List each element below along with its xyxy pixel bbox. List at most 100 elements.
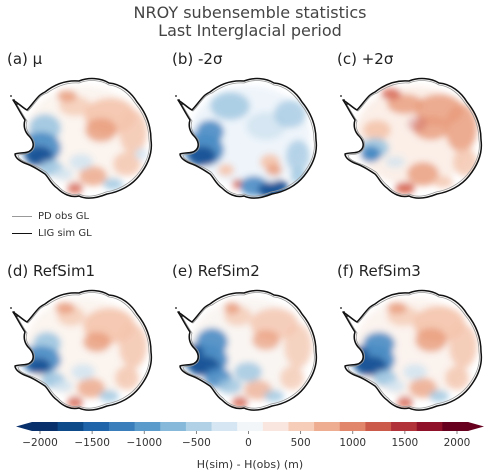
panel-label: (a) μ — [7, 50, 43, 68]
anomaly-patch — [381, 88, 401, 100]
anomaly-patch — [453, 148, 477, 176]
anomaly-patch — [280, 366, 304, 390]
anomaly-patch — [218, 164, 234, 176]
anomaly-patch — [67, 182, 83, 194]
anomaly-patch — [266, 164, 282, 176]
anomaly-patch — [71, 364, 95, 380]
island — [343, 311, 345, 313]
pd-grounding-line — [14, 80, 150, 197]
panel-label: (f) RefSim3 — [337, 262, 421, 280]
colorbar: −2000 −1500 −1000 −500 0 500 1000 1500 2000 — [16, 422, 484, 449]
legend-label: PD obs GL — [38, 211, 90, 222]
panel-d: (d) RefSim1 — [5, 262, 165, 417]
island — [175, 307, 177, 309]
panel-label: (d) RefSim1 — [7, 262, 96, 280]
anomaly-patch — [363, 120, 391, 140]
lig-grounding-line — [12, 289, 153, 411]
colorbar-tick-label: 1000 — [339, 437, 366, 449]
map-field — [19, 86, 147, 194]
colorbar-bin — [108, 422, 135, 431]
antarctica-map — [10, 77, 153, 199]
anomaly-patch — [135, 148, 147, 160]
panel-label: (b) -2σ — [172, 50, 223, 68]
anomaly-patch — [385, 380, 405, 392]
anomaly-patch — [119, 110, 147, 154]
anomaly-patch — [445, 366, 469, 390]
lig-grounding-line — [342, 77, 483, 199]
panel-e: (e) RefSim2 — [170, 262, 330, 417]
anomaly-patch — [429, 390, 449, 402]
anomaly-patch — [218, 378, 242, 394]
antarctica-map — [10, 289, 153, 411]
anomaly-patch — [119, 324, 147, 368]
anomaly-patch — [77, 378, 105, 398]
panel-c: (c) +2σ — [335, 50, 495, 205]
anomaly-patch — [53, 380, 73, 392]
colorbar-tick-label: −500 — [182, 437, 211, 449]
colorbar-bin — [134, 422, 161, 431]
island — [16, 103, 18, 105]
map-legend: PD obs GL LIG sim GL — [12, 208, 92, 242]
colorbar-bin — [442, 422, 469, 431]
lig-grounding-line — [12, 77, 153, 199]
anomaly-patch — [407, 162, 439, 186]
anomaly-patch — [407, 116, 427, 132]
panel-a: (a) μ — [5, 50, 165, 205]
pd-grounding-line — [179, 292, 315, 409]
lig-grounding-line — [342, 289, 483, 411]
anomaly-patch — [103, 178, 123, 190]
island — [10, 95, 12, 97]
antarctica-map — [175, 77, 318, 199]
panel-f: (f) RefSim3 — [335, 262, 495, 417]
island — [13, 99, 15, 101]
lig-grounding-line — [177, 289, 318, 411]
island — [346, 315, 348, 317]
antarctica-map — [175, 289, 318, 411]
anomaly-patch — [361, 146, 381, 162]
anomaly-patch — [224, 302, 240, 314]
island — [13, 311, 15, 313]
anomaly-patch — [397, 396, 413, 408]
anomaly-patch — [449, 324, 477, 368]
anomaly-patch — [79, 166, 107, 186]
antarctica-map — [340, 289, 483, 411]
anomaly-patch — [415, 328, 447, 352]
panel-b: (b) -2σ — [170, 50, 330, 205]
island — [340, 307, 342, 309]
figure-title: NROY subensemble statistics — [133, 3, 367, 22]
anomaly-patch — [67, 396, 83, 408]
colorbar-bin — [237, 422, 264, 431]
pd-grounding-line — [179, 80, 315, 197]
colorbar-bin — [83, 422, 110, 431]
colorbar-bin — [57, 422, 84, 431]
colorbar-tick-label: 1500 — [392, 437, 419, 449]
lig-grounding-line — [177, 77, 318, 199]
anomaly-patch — [433, 176, 453, 188]
figure-subtitle: Last Interglacial period — [158, 21, 342, 40]
anomaly-patch — [27, 358, 51, 374]
legend-item: PD obs GL — [12, 208, 92, 225]
island — [178, 311, 180, 313]
island — [181, 103, 183, 105]
anomaly-patch — [99, 390, 119, 402]
colorbar-min-arrow — [16, 422, 32, 431]
anomaly-patch — [274, 100, 306, 128]
pd-grounding-line — [14, 292, 150, 409]
anomaly-patch — [53, 168, 73, 180]
anomaly-patch — [385, 156, 405, 168]
anomaly-patch — [403, 364, 427, 380]
island — [10, 307, 12, 309]
colorbar-bin — [416, 422, 443, 431]
anomaly-patch — [232, 396, 248, 408]
island — [175, 95, 177, 97]
antarctica-map — [340, 77, 483, 199]
anomaly-patch — [252, 330, 280, 350]
colorbar-bin — [160, 422, 187, 431]
map-field — [351, 86, 477, 194]
anomaly-patch — [395, 182, 415, 194]
anomaly-patch — [113, 152, 141, 176]
map-field — [349, 298, 477, 408]
colorbar-bin — [314, 422, 341, 431]
anomaly-patch — [115, 366, 139, 390]
colorbar-tick-label: 0 — [245, 437, 252, 449]
